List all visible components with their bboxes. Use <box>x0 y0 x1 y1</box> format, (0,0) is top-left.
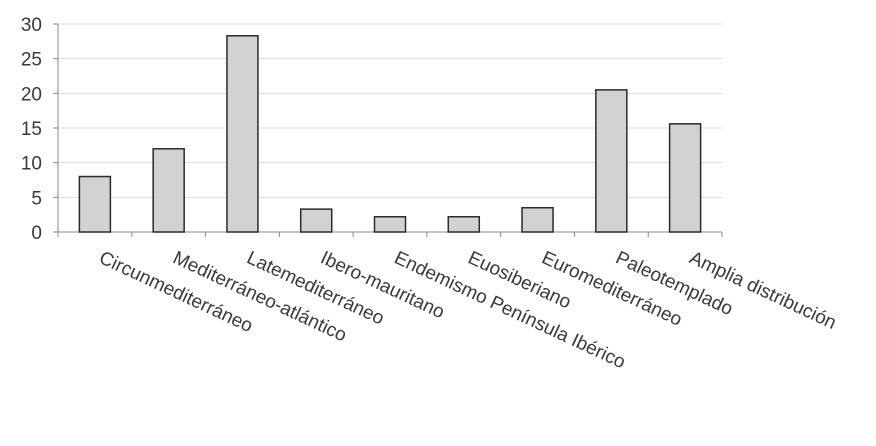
y-tick-label: 30 <box>21 15 42 36</box>
bars <box>78 35 702 233</box>
y-tick-label: 5 <box>31 188 42 209</box>
bar <box>668 123 702 233</box>
bar <box>447 215 481 233</box>
bar <box>78 175 112 233</box>
bar <box>152 148 185 233</box>
bar <box>373 215 407 233</box>
y-tick-label: 0 <box>31 223 42 244</box>
y-tick-label: 10 <box>21 154 42 175</box>
bar <box>299 208 333 233</box>
y-tick-labels: 0 5 10 15 20 25 30 <box>21 15 42 244</box>
bar <box>226 35 259 233</box>
y-tick-label: 20 <box>21 84 42 105</box>
y-tick-label: 15 <box>21 119 42 140</box>
category-labels: CircunmediterráneoMediterráneo-atlántico… <box>96 247 840 373</box>
y-tick-label: 25 <box>21 50 42 71</box>
bar <box>521 206 554 233</box>
bar <box>595 89 628 233</box>
